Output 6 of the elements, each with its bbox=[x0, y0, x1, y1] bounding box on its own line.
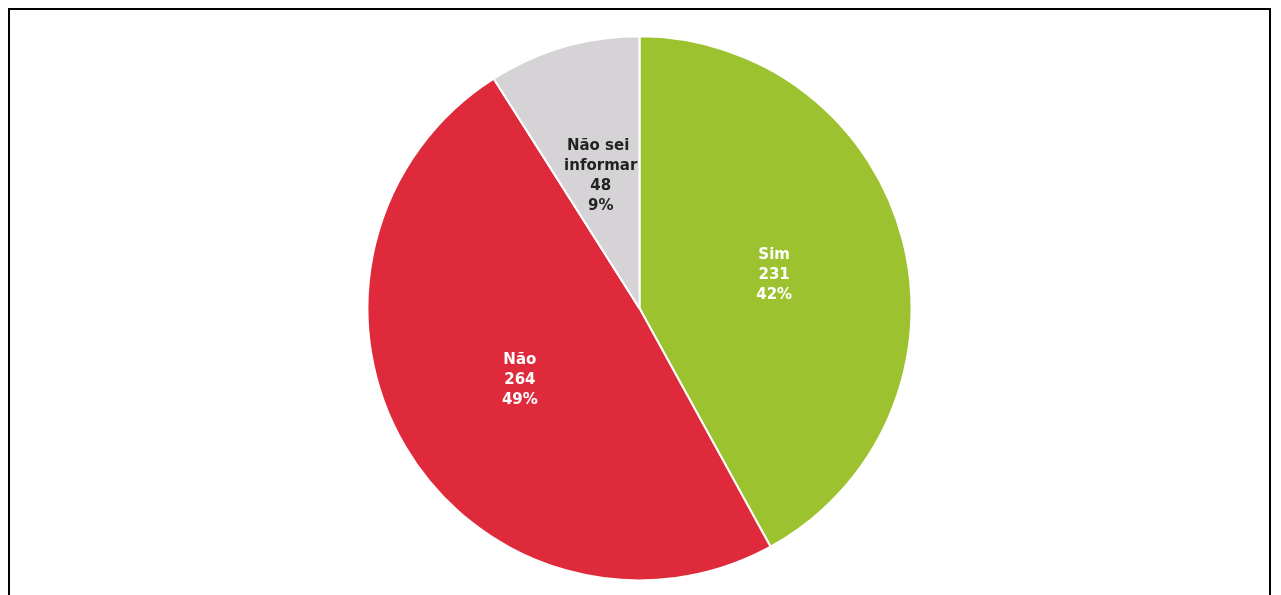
data-label: 264 49% bbox=[501, 370, 538, 409]
slice-label: Não sei informar bbox=[564, 135, 638, 174]
data-label: 48 9% bbox=[587, 175, 614, 214]
slice-label: Sim bbox=[758, 244, 790, 263]
slice-label: Não bbox=[503, 350, 537, 369]
data-label: 231 42% bbox=[756, 264, 793, 303]
